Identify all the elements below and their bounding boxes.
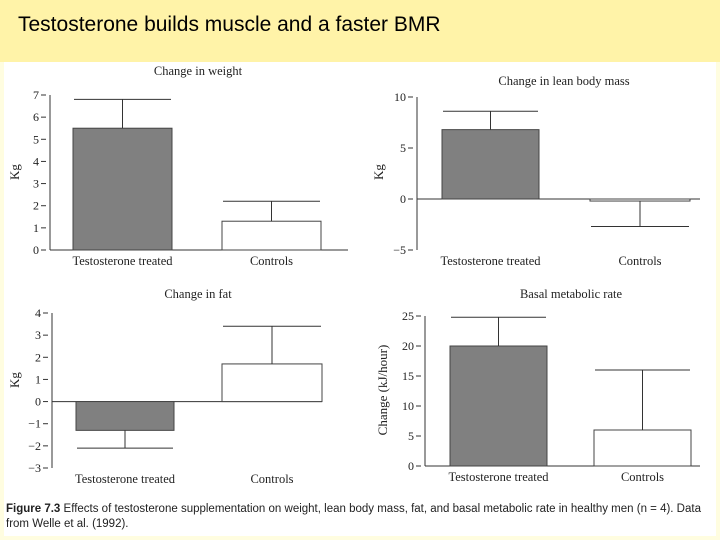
y-axis-label: Kg [371,164,386,180]
y-tick-label: 0 [408,459,414,473]
chart-title: Change in fat [164,287,232,301]
y-tick-label: 5 [408,429,414,443]
y-tick-label: 2 [33,199,39,213]
bar-testosterone-treated [441,129,540,200]
y-tick-label: 7 [33,88,39,102]
bar-testosterone-treated [72,127,173,251]
chart-4: Basal metabolic rate Change (kJ/hour) 0 5 10… [375,287,700,484]
y-tick-label: −3 [28,461,41,475]
y-tick-label: 10 [394,90,406,104]
x-category-label: Controls [618,254,661,268]
y-tick-label: 15 [402,369,414,383]
figure-caption-text: Effects of testosterone supplementation … [6,503,701,530]
bar-testosterone-treated [75,401,175,431]
y-axis-label: Kg [7,372,22,388]
y-tick-label: 3 [33,177,39,191]
chart-title: Change in lean body mass [498,74,629,88]
y-axis-label: Change (kJ/hour) [375,345,390,436]
y-tick-label: 20 [402,339,414,353]
x-category-label: Testosterone treated [75,472,176,486]
y-tick-label: 4 [33,154,39,168]
y-tick-label: 0 [400,192,406,206]
y-tick-label: −5 [393,243,406,257]
y-tick-label: 6 [33,110,39,124]
y-tick-label: −2 [28,439,41,453]
bar-controls [593,429,692,467]
y-tick-label: 1 [35,372,41,386]
chart-3: Change in fat Kg −3 −2 −1 0 1 2 3 4 Testosterone t… [7,287,323,486]
y-tick-label: −1 [28,417,41,431]
figure-caption: Figure 7.3 Effects of testosterone suppl… [6,502,712,532]
x-category-label: Testosterone treated [440,254,541,268]
y-tick-label: 3 [35,328,41,342]
x-category-label: Testosterone treated [448,470,549,484]
chart-title: Basal metabolic rate [520,287,622,301]
chart-1: Change in weight Kg 0 1 2 3 4 5 6 7 Testosterone t… [7,64,348,268]
y-tick-label: 4 [35,306,41,320]
x-category-label: Testosterone treated [72,254,173,268]
y-tick-label: 5 [400,141,406,155]
chart-2: Change in lean body mass Kg −5 0 5 10 Testoste… [371,74,700,268]
y-tick-label: 10 [402,399,414,413]
bar-controls [589,198,691,202]
bar-controls [221,220,322,251]
y-tick-label: 1 [33,221,39,235]
y-tick-label: 0 [33,243,39,257]
y-tick-label: 0 [35,395,41,409]
figure-label: Figure 7.3 [6,503,61,515]
chart-title: Change in weight [154,64,243,78]
slide-title: Testosterone builds muscle and a faster … [18,13,441,36]
slide-title-bar: Testosterone builds muscle and a faster … [0,0,720,62]
y-tick-label: 2 [35,350,41,364]
y-tick-label: 5 [33,132,39,146]
x-category-label: Controls [621,470,664,484]
y-tick-label: 25 [402,309,414,323]
y-axis-label: Kg [7,164,22,180]
bar-controls [221,363,323,403]
x-category-label: Controls [250,254,293,268]
x-category-label: Controls [250,472,293,486]
bar-testosterone-treated [449,345,548,467]
